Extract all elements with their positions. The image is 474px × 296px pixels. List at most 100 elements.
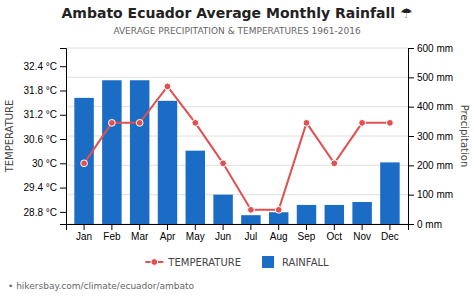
tick-mark (306, 224, 307, 230)
tick-mark (408, 77, 414, 78)
tick: 600 mm (408, 43, 453, 54)
marker (387, 119, 394, 126)
marker (248, 206, 255, 213)
tick: 500 mm (408, 72, 453, 83)
tick-mark (60, 90, 66, 91)
marker (164, 83, 171, 90)
legend-swatch (262, 256, 274, 268)
tick: Oct (327, 224, 343, 242)
tick: 28.8 °C (24, 207, 66, 218)
tick-label: 31.2 °C (24, 109, 57, 120)
tick: Jan (76, 224, 92, 242)
grid-line (66, 48, 408, 49)
tick-mark (408, 195, 414, 196)
grid (66, 48, 408, 224)
tick-label: Feb (103, 231, 121, 242)
tick: 32.4 °C (24, 61, 66, 72)
bar-series (74, 80, 399, 224)
tick-mark (362, 224, 363, 230)
tick-mark (223, 224, 224, 230)
axis: 0 mm 100 mm 200 mm 300 mm 400 mm 500 mm 600 mm (408, 43, 453, 230)
bar (213, 195, 232, 224)
legend-item: RAINFALL (262, 256, 329, 268)
tick-mark (278, 224, 279, 230)
line (84, 86, 390, 209)
legend-item: TEMPERATURE (145, 257, 241, 268)
tick: Mar (131, 224, 149, 242)
title: Ambato Ecuador Average Monthly Rainfall … (62, 5, 413, 21)
tick-label: Dec (381, 231, 399, 242)
bar (380, 162, 399, 224)
tick: Dec (381, 224, 399, 242)
marker (192, 119, 199, 126)
tick-mark (60, 188, 66, 189)
bar (130, 80, 149, 224)
bar (352, 202, 371, 224)
tick: Jun (215, 224, 231, 242)
plot-area: 28.8 °C 29.4 °C 30 °C 30.6 °C 31.2 °C 31.8 °C… (24, 43, 454, 242)
line-series (81, 83, 394, 213)
tick: 300 mm (408, 131, 453, 142)
bar (186, 151, 205, 224)
tick-label: 0 mm (417, 219, 442, 230)
tick: 400 mm (408, 101, 453, 112)
tick: May (186, 224, 205, 242)
tick: 100 mm (408, 189, 453, 200)
tick-mark (195, 224, 196, 230)
axis-line (67, 225, 409, 231)
bar (325, 205, 344, 224)
marker (359, 119, 366, 126)
tick: Nov (353, 224, 371, 242)
tick: Feb (103, 224, 121, 242)
marker (108, 119, 115, 126)
grid-line (66, 77, 408, 78)
tick: 29.4 °C (24, 182, 66, 193)
footer: • hikersbay.com/climate/ecuador/ambato (8, 281, 195, 291)
tick: 30.6 °C (24, 134, 66, 145)
axis: 28.8 °C 29.4 °C 30 °C 30.6 °C 31.2 °C 31.8 °C… (24, 49, 67, 225)
axis-line (60, 49, 67, 225)
tick-mark (250, 224, 251, 230)
tick-label: Oct (327, 231, 343, 242)
tick-label: 500 mm (417, 72, 453, 83)
tick: 30 °C (32, 158, 66, 169)
bar (241, 215, 260, 224)
tick-mark (167, 224, 168, 230)
tick: Aug (270, 224, 288, 242)
tick: Apr (160, 224, 176, 242)
tick-label: 600 mm (417, 43, 453, 54)
marker (136, 119, 143, 126)
tick-mark (84, 224, 85, 230)
tick-label: Apr (160, 231, 176, 242)
axis: Jan Feb Mar Apr May Jun Jul Aug Sep Oct Nov Dec (67, 224, 409, 242)
tick-label: May (186, 231, 205, 242)
tick-mark (60, 115, 66, 116)
tick-label: Mar (131, 231, 149, 242)
tick-mark (60, 66, 66, 67)
legend-label: RAINFALL (282, 257, 329, 268)
tick-mark (60, 139, 66, 140)
legend-label: TEMPERATURE (167, 257, 241, 268)
tick: 0 mm (408, 219, 442, 230)
marker (303, 119, 310, 126)
tick-label: 29.4 °C (24, 182, 57, 193)
tick: 200 mm (408, 160, 453, 171)
bar (269, 212, 288, 224)
marks (74, 80, 399, 224)
marker (81, 160, 88, 167)
chart: Ambato Ecuador Average Monthly Rainfall … (0, 0, 474, 296)
tick: Sep (298, 224, 316, 242)
tick-label: 32.4 °C (24, 61, 57, 72)
legend-swatch (151, 259, 158, 266)
tick-mark (60, 163, 66, 164)
tick-label: Sep (298, 231, 316, 242)
tick-mark (408, 107, 414, 108)
tick-label: Nov (353, 231, 371, 242)
tick-label: 30.6 °C (24, 134, 57, 145)
tick-mark (408, 48, 414, 49)
tick-label: 300 mm (417, 131, 453, 142)
tick-label: Jun (215, 231, 231, 242)
tick-label: Jul (245, 231, 258, 242)
tick-label: 31.8 °C (24, 85, 57, 96)
marker (275, 206, 282, 213)
